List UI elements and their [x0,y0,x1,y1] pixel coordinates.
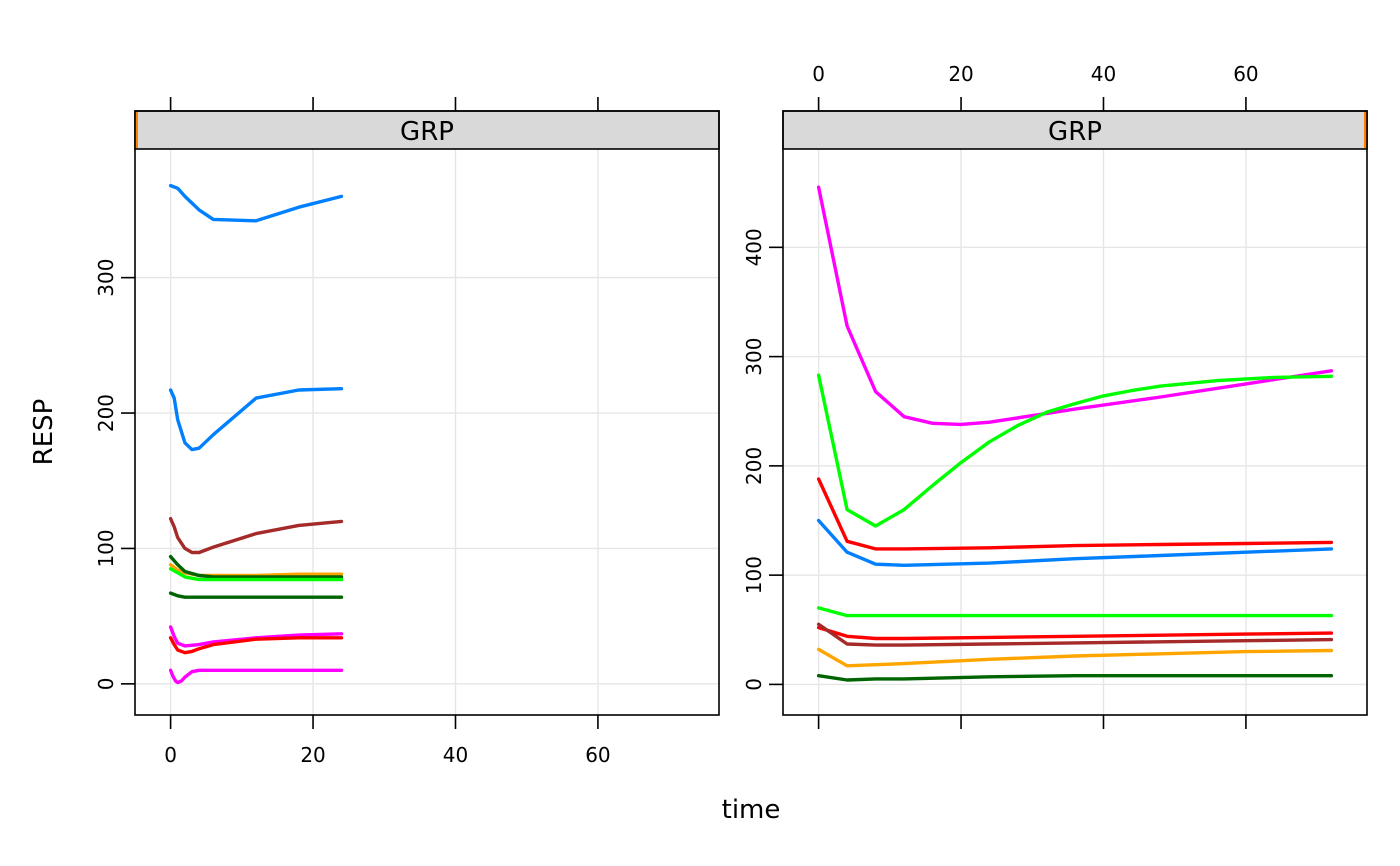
series-lines [168,183,344,685]
series-line-6 [168,567,344,582]
x-axis-title: time [722,795,781,825]
series-line-8 [168,625,344,648]
strip: GRP [782,110,1368,150]
strip-label: GRP [400,117,454,147]
series-line-1 [168,183,344,223]
panel-border [782,110,1368,716]
x-axis: 0 20 40 60 [812,62,1259,729]
series-line-9 [816,674,1334,682]
gridlines [783,149,1367,715]
series-line-10 [168,668,344,685]
series-line-2 [168,387,344,452]
series-lines [816,185,1334,682]
x-tick-label: 60 [585,743,610,767]
series-line-3 [168,517,344,555]
y-axis-title: RESP [29,399,59,466]
panels: GRP 0 20 40 60 0 100 200 300 GRP 0 20 40 60 0 100 200 300… [94,62,1368,767]
series-line-8 [816,647,1334,668]
series-line-6 [816,625,1334,641]
series-line-4 [816,518,1334,567]
series-line-3 [816,477,1334,551]
x-tick-label: 40 [443,743,468,767]
x-tick-label: 20 [300,743,325,767]
x-tick-label: 20 [948,62,973,86]
panel-1: GRP 0 20 40 60 0 100 200 300 [94,97,720,767]
y-tick-label: 0 [742,678,766,691]
strip-label: GRP [1048,117,1102,147]
x-tick-label: 40 [1091,62,1116,86]
y-tick-label: 200 [94,394,118,432]
gridlines [135,149,719,715]
x-tick-label: 0 [164,743,177,767]
series-line-1 [816,185,1334,427]
y-tick-label: 400 [742,228,766,266]
series-line-7 [168,591,344,599]
series-line-7 [816,622,1334,647]
y-tick-label: 300 [94,259,118,297]
y-tick-label: 100 [742,556,766,594]
strip: GRP [134,110,720,150]
x-tick-label: 0 [812,62,825,86]
x-tick-label: 60 [1233,62,1258,86]
y-axis: 0 100 200 300 [94,259,135,690]
series-line-9 [168,636,344,655]
panel-2: GRP 0 20 40 60 0 100 200 300 400 [742,62,1368,729]
series-line-5 [168,554,344,579]
series-line-5 [816,606,1334,618]
series-line-2 [816,373,1334,528]
y-tick-label: 0 [94,677,118,690]
y-axis: 0 100 200 300 400 [742,228,783,691]
y-tick-label: 300 [742,338,766,376]
y-tick-label: 100 [94,529,118,567]
x-axis: 0 20 40 60 [164,97,611,767]
y-tick-label: 200 [742,447,766,485]
